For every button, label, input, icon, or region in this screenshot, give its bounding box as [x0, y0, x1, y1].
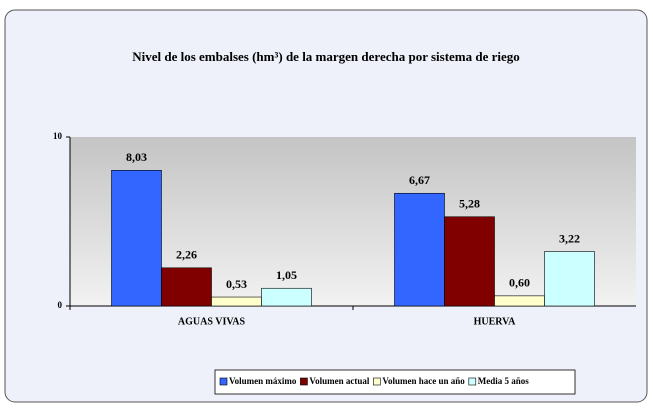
- legend-swatch: [219, 377, 228, 386]
- bar: [211, 296, 262, 307]
- x-tick-label: HUERVA: [474, 316, 516, 327]
- value-label: 0,60: [509, 276, 530, 290]
- legend-swatch: [468, 377, 477, 386]
- chart-title: Nivel de los embalses (hm³) de la margen…: [132, 49, 520, 64]
- value-label: 1,05: [276, 268, 297, 282]
- legend-label: Volumen actual: [309, 376, 369, 386]
- x-tick-label: AGUAS VIVAS: [178, 316, 246, 327]
- bar: [444, 216, 495, 307]
- legend-swatch: [373, 377, 381, 386]
- y-tick-label: 10: [53, 131, 63, 141]
- legend: [214, 369, 576, 395]
- y-tick-label: 0: [58, 300, 63, 310]
- bar: [161, 267, 212, 307]
- bar: [261, 287, 312, 307]
- legend-label: Media 5 años: [478, 376, 530, 386]
- bar: [111, 169, 162, 307]
- value-label: 2,26: [176, 248, 197, 262]
- value-label: 6,67: [409, 173, 430, 187]
- bar: [394, 192, 445, 307]
- legend-label: Volumen hace un año: [382, 376, 465, 386]
- legend-label: Volumen máximo: [229, 376, 297, 386]
- value-label: 8,03: [126, 150, 147, 164]
- value-label: 5,28: [459, 197, 480, 211]
- value-label: 3,22: [559, 231, 580, 245]
- bar: [544, 251, 595, 307]
- value-label: 0,53: [226, 277, 247, 291]
- legend-swatch: [300, 377, 308, 386]
- bar: [494, 295, 545, 307]
